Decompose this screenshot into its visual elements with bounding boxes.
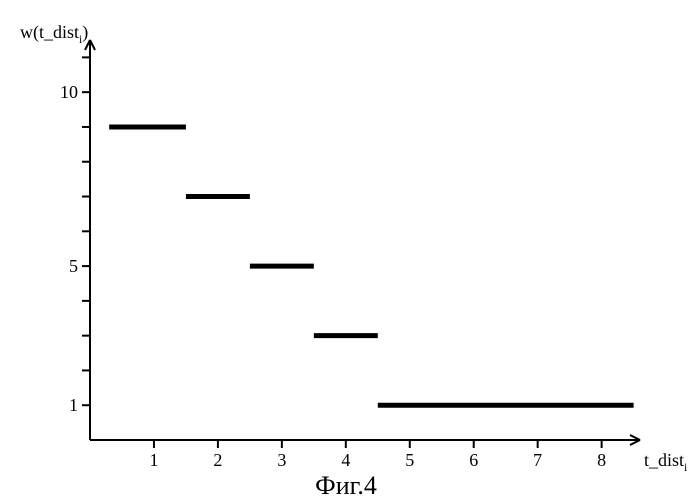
x-tick-label: 3	[277, 450, 286, 470]
x-tick-label: 4	[341, 450, 350, 470]
y-axis-label: w(t_disti)	[20, 22, 88, 46]
x-tick-label: 6	[469, 450, 478, 470]
x-axis-label: t_disti	[644, 450, 688, 474]
y-tick-label: 1	[69, 395, 78, 415]
x-tick-label: 2	[213, 450, 222, 470]
y-tick-label: 5	[69, 256, 78, 276]
x-tick-label: 1	[149, 450, 158, 470]
figure-caption: Фиг.4	[315, 471, 377, 500]
y-tick-label: 10	[60, 82, 78, 102]
x-tick-label: 5	[405, 450, 414, 470]
x-tick-label: 7	[533, 450, 542, 470]
x-tick-label: 8	[597, 450, 606, 470]
